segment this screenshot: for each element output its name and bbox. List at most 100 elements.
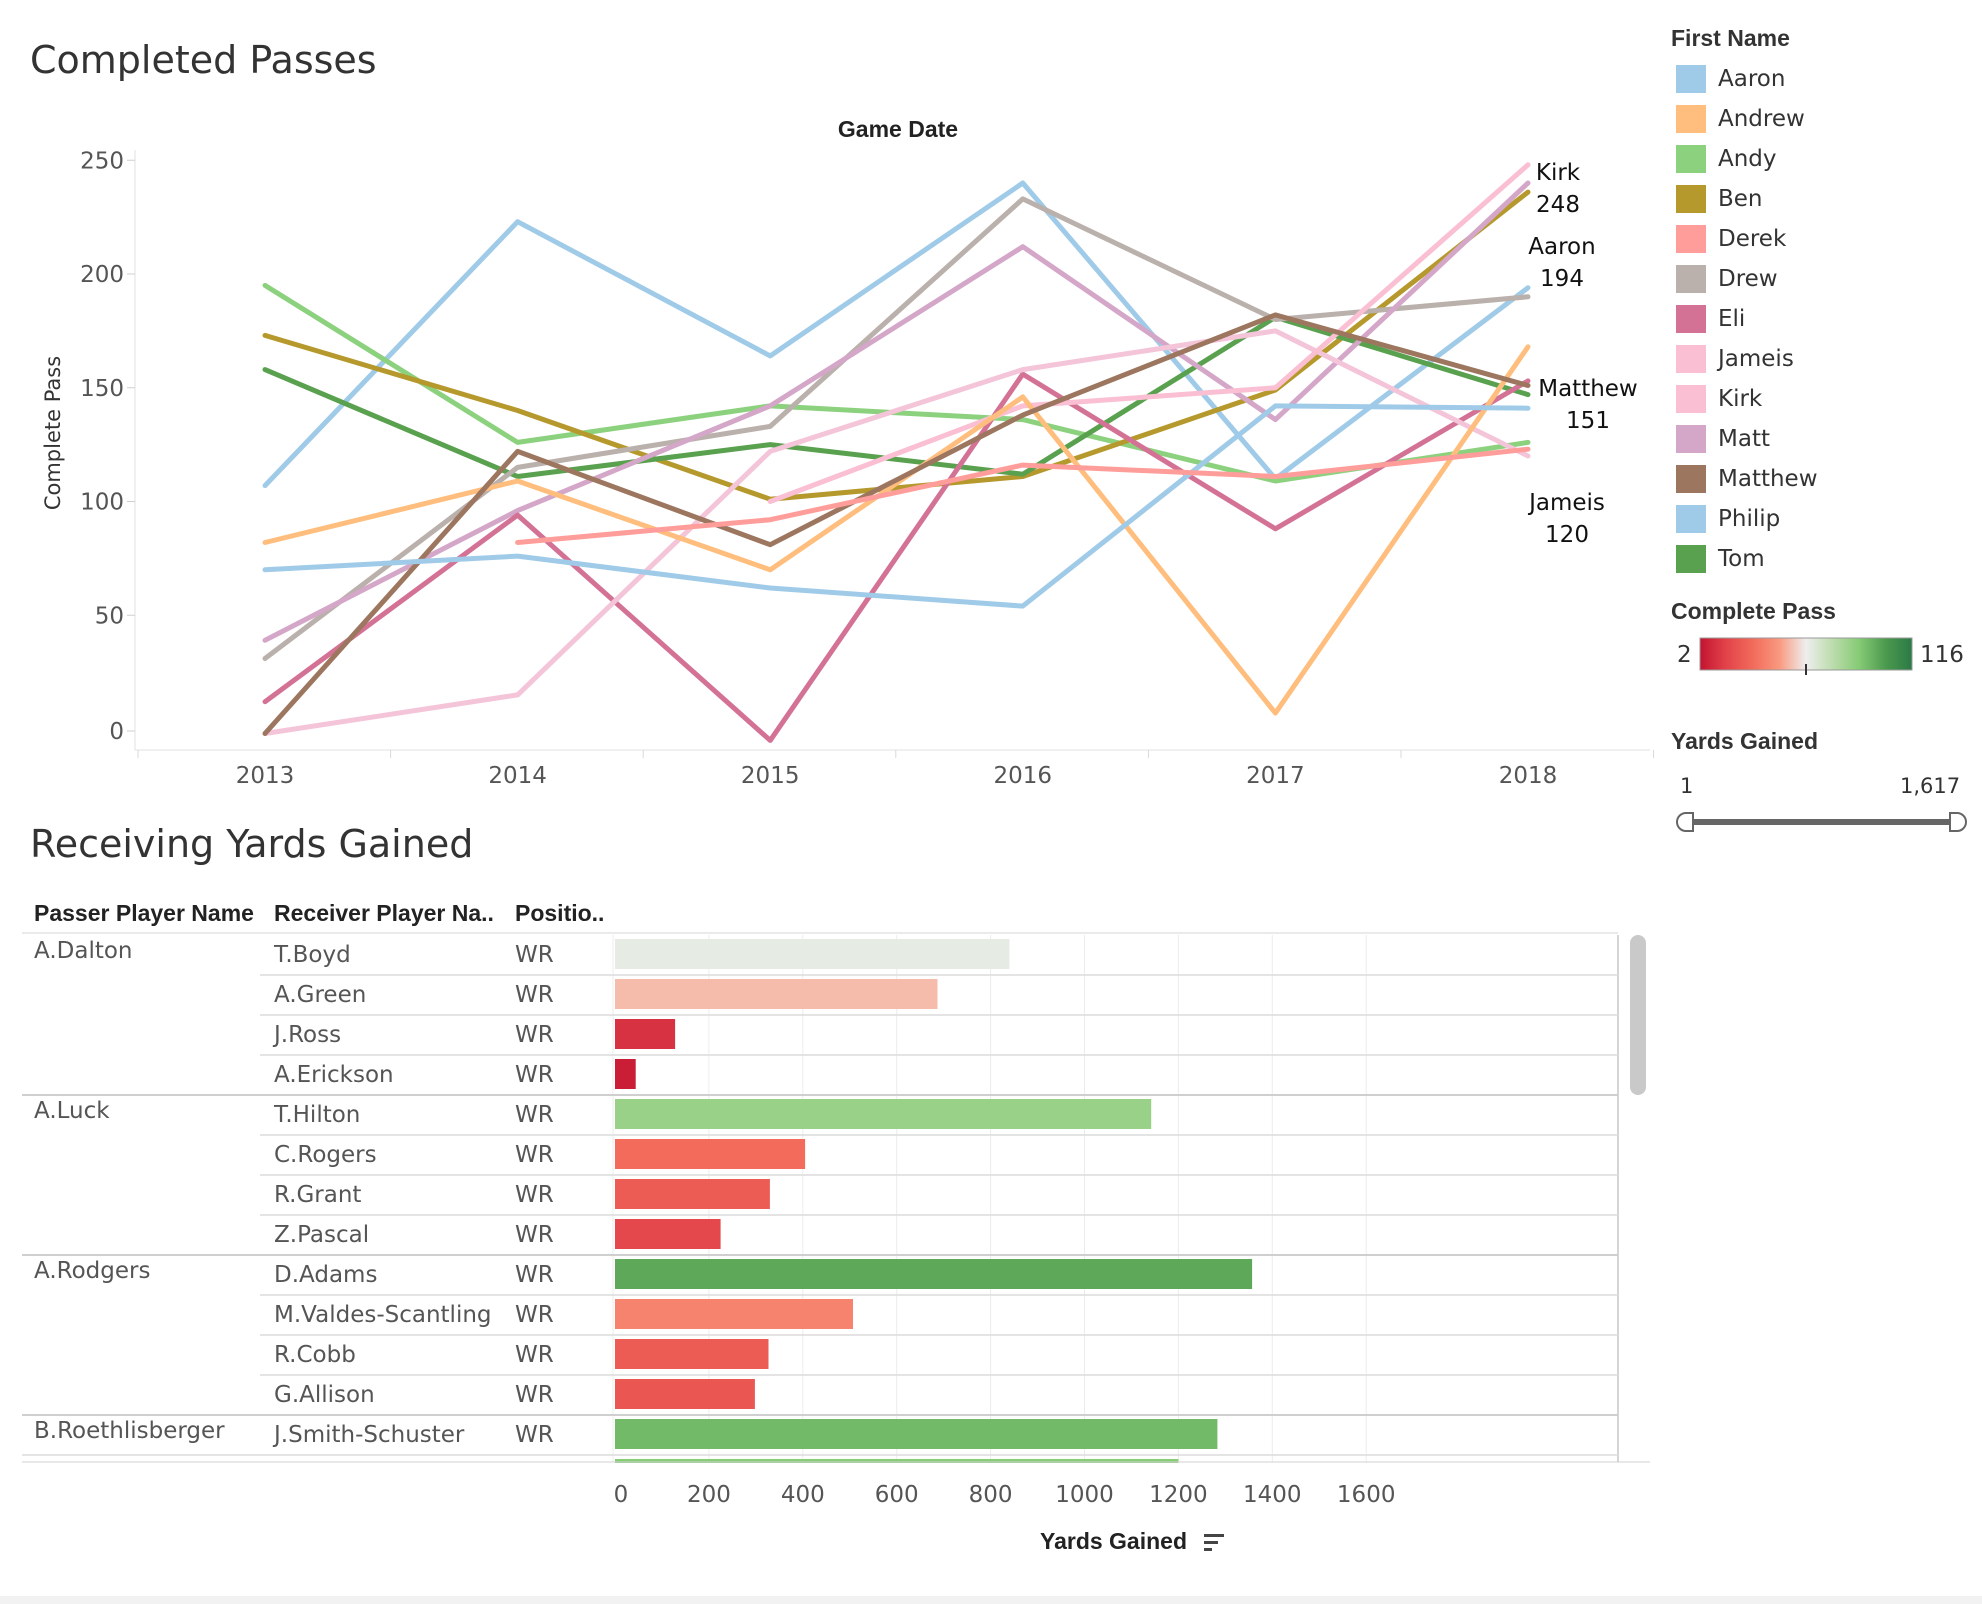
yards-bar[interactable] xyxy=(615,979,938,1009)
header-passer[interactable]: Passer Player Name xyxy=(34,900,254,926)
receiver-name: T.Hilton xyxy=(274,1102,361,1128)
legend-item-kirk[interactable]: Kirk xyxy=(1676,385,1762,413)
legend-label: Ben xyxy=(1718,186,1763,212)
end-label-value: 248 xyxy=(1536,192,1580,218)
legend-label: Matt xyxy=(1718,426,1770,452)
legend-swatch xyxy=(1676,545,1706,573)
legend-label: Philip xyxy=(1718,506,1781,532)
top-axis-title: Game Date xyxy=(838,116,958,142)
yards-bar[interactable] xyxy=(615,1219,721,1249)
complete-pass-color-scale xyxy=(1699,637,1913,675)
y-tick-label: 250 xyxy=(80,148,124,174)
yards-bar[interactable] xyxy=(615,1379,755,1409)
completed-passes-line-chart[interactable]: Game Date Complete Pass 0 50 100 150 200 250 201… xyxy=(0,0,1982,800)
y-tick-label: 200 xyxy=(80,262,124,288)
legend-item-derek[interactable]: Derek xyxy=(1676,225,1786,253)
legend-label: Tom xyxy=(1718,546,1765,572)
receiver-name: M.Valdes-Scantling xyxy=(274,1302,492,1328)
legend-item-jameis[interactable]: Jameis xyxy=(1676,345,1794,373)
legend-swatch xyxy=(1676,425,1706,453)
receiver-name: J.Smith-Schuster xyxy=(274,1422,465,1448)
receiver-name: A.Green xyxy=(274,982,367,1008)
receiver-name: J.Ross xyxy=(274,1022,342,1048)
y-tick-label: 150 xyxy=(80,376,124,402)
legend-item-matt[interactable]: Matt xyxy=(1676,425,1770,453)
receiving-yards-title: Receiving Yards Gained xyxy=(30,822,474,866)
legend-label: Andrew xyxy=(1718,106,1805,132)
series-line-derek[interactable] xyxy=(515,446,1531,545)
position-value: WR xyxy=(515,1382,554,1408)
legend-label: Andy xyxy=(1718,146,1777,172)
series-line-aaron[interactable] xyxy=(262,403,1531,609)
yards-bar[interactable] xyxy=(615,1339,769,1369)
series-line-matthew[interactable] xyxy=(262,312,1531,736)
legend-item-matthew[interactable]: Matthew xyxy=(1676,465,1818,493)
legend-swatch xyxy=(1676,345,1706,373)
passer-name: B.Roethlisberger xyxy=(34,1418,225,1444)
legend-label: Aaron xyxy=(1718,66,1786,92)
position-value: WR xyxy=(515,1142,554,1168)
series-line-eli[interactable] xyxy=(262,371,1531,743)
series-line-philip[interactable] xyxy=(262,180,1531,489)
receiver-name: C.Rogers xyxy=(274,1142,377,1168)
yards-bar[interactable] xyxy=(615,1259,1253,1289)
x-tick-label: 2016 xyxy=(994,763,1053,789)
yards-bar[interactable] xyxy=(615,1139,806,1169)
slider-handle-min[interactable] xyxy=(1676,812,1694,832)
position-value: WR xyxy=(515,942,554,968)
legend-item-ben[interactable]: Ben xyxy=(1676,185,1763,213)
yards-bar[interactable] xyxy=(615,939,1010,969)
legend-item-andy[interactable]: Andy xyxy=(1676,145,1777,173)
legend-label: Drew xyxy=(1718,266,1778,292)
legend-item-aaron[interactable]: Aaron xyxy=(1676,65,1785,93)
yards-filter-max-label: 1,617 xyxy=(1900,774,1961,798)
legend-item-tom[interactable]: Tom xyxy=(1676,545,1765,573)
series-line-andrew[interactable] xyxy=(262,344,1531,716)
slider-handle-max[interactable] xyxy=(1949,812,1967,832)
series-line-tom[interactable] xyxy=(262,314,1531,479)
series-line-matt[interactable] xyxy=(262,180,1531,643)
end-label-value: 120 xyxy=(1545,522,1589,548)
yards-bar-partial xyxy=(615,1459,1179,1463)
legend-swatch xyxy=(1676,225,1706,253)
legend-item-eli[interactable]: Eli xyxy=(1676,305,1745,333)
end-label-name: Kirk xyxy=(1536,160,1581,186)
y-tick-label: 0 xyxy=(109,719,124,745)
passer-name: A.Dalton xyxy=(34,938,133,964)
legend-swatch xyxy=(1676,465,1706,493)
table-scrollbar[interactable] xyxy=(1630,935,1646,1095)
series-line-ben[interactable] xyxy=(262,189,1531,502)
receiver-name: A.Erickson xyxy=(274,1062,394,1088)
x-tick-label: 2013 xyxy=(236,763,295,789)
x-tick-label: 2017 xyxy=(1246,763,1305,789)
end-label-name: Jameis xyxy=(1527,490,1605,516)
yards-bar[interactable] xyxy=(615,1419,1218,1449)
yards-gained-range-slider[interactable] xyxy=(0,0,1982,850)
position-value: WR xyxy=(515,982,554,1008)
legend-label: Eli xyxy=(1718,306,1746,332)
x-tick-label: 2015 xyxy=(741,763,800,789)
sort-icon[interactable] xyxy=(1204,1532,1226,1552)
yards-bar[interactable] xyxy=(615,1179,770,1209)
series-line-kirk[interactable] xyxy=(767,162,1531,504)
yards-bar[interactable] xyxy=(615,1299,853,1329)
receiver-name: Z.Pascal xyxy=(274,1222,370,1248)
end-label-value: 151 xyxy=(1566,408,1610,434)
legend-yards-gained-title: Yards Gained xyxy=(1671,728,1819,754)
yards-bar[interactable] xyxy=(615,1059,636,1089)
legend-item-philip[interactable]: Philip xyxy=(1676,505,1780,533)
x-tick-label: 2014 xyxy=(488,763,547,789)
yards-bar[interactable] xyxy=(615,1099,1152,1129)
legend-swatch xyxy=(1676,145,1706,173)
x-tick-label: 1000 xyxy=(1055,1482,1114,1508)
legend-swatch xyxy=(1676,105,1706,133)
legend-item-andrew[interactable]: Andrew xyxy=(1676,105,1805,133)
header-receiver[interactable]: Receiver Player Na.. xyxy=(274,900,494,926)
header-position[interactable]: Positio.. xyxy=(515,900,605,926)
x-tick-label: 1200 xyxy=(1149,1482,1208,1508)
position-value: WR xyxy=(515,1062,554,1088)
end-label-value: 194 xyxy=(1540,266,1584,292)
yards-bar[interactable] xyxy=(615,1019,676,1049)
legend-item-drew[interactable]: Drew xyxy=(1676,265,1778,293)
